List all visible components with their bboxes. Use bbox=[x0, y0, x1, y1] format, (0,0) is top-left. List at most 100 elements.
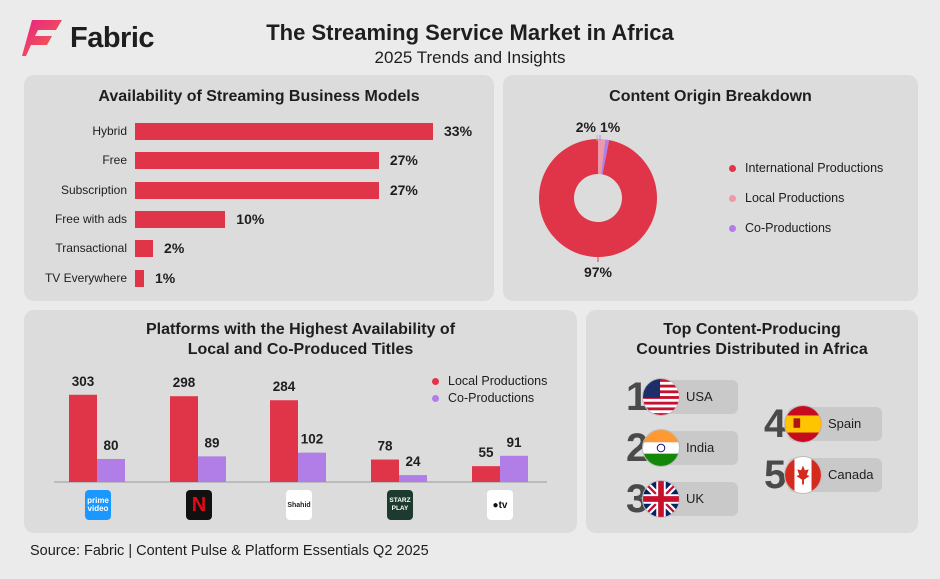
prime-video-logo-text: prime bbox=[87, 496, 109, 505]
bar-value-label: 284 bbox=[273, 379, 296, 394]
country-name: UK bbox=[686, 491, 705, 506]
bar bbox=[97, 458, 125, 482]
countries-panel: Top Content-Producing Countries Distribu… bbox=[586, 310, 918, 533]
apple-icon: ● bbox=[492, 499, 499, 511]
donut-value-label: 2% bbox=[576, 119, 597, 135]
bar-value-label: 2% bbox=[164, 240, 185, 257]
bar-label: Subscription bbox=[60, 182, 127, 197]
platforms-title-line2: Local and Co-Produced Titles bbox=[187, 341, 414, 358]
fabric-logo-icon bbox=[22, 20, 62, 56]
bar bbox=[135, 240, 154, 258]
bar bbox=[135, 269, 145, 287]
bar bbox=[170, 396, 198, 482]
legend-item: Co-Productions bbox=[432, 391, 534, 405]
canada-flag-icon bbox=[784, 456, 822, 494]
bar bbox=[472, 466, 500, 482]
country-rank: 3 bbox=[626, 477, 649, 521]
country-item-uk: 3 UK bbox=[626, 477, 738, 521]
shahid-logo-text: Shahid bbox=[287, 501, 311, 509]
country-item-canada: 5 Canada bbox=[764, 453, 882, 497]
uk-flag-icon bbox=[642, 480, 680, 518]
country-rank: 5 bbox=[764, 453, 787, 497]
legend-item: Co-Productions bbox=[729, 221, 831, 235]
bar-value-label: 102 bbox=[301, 432, 324, 447]
bar-label: Free with ads bbox=[54, 211, 127, 226]
bar-value-label: 1% bbox=[155, 269, 176, 286]
brand-name: Fabric bbox=[70, 21, 155, 54]
business-models-panel: Availability of Streaming Business Model… bbox=[24, 75, 494, 301]
bar-value-label: 24 bbox=[405, 454, 421, 469]
legend-dot-icon bbox=[729, 224, 736, 232]
legend-label: Local Productions bbox=[448, 374, 548, 388]
starzplay-logo-text-2: PLAY bbox=[391, 505, 409, 512]
bar-label: Hybrid bbox=[92, 124, 127, 138]
legend-label: Co-Productions bbox=[745, 221, 832, 235]
country-item-spain: 4 Spain bbox=[764, 402, 882, 446]
legend-item: Local Productions bbox=[729, 191, 844, 205]
legend-dot-icon bbox=[432, 394, 439, 402]
content-origin-title: Content Origin Breakdown bbox=[609, 88, 812, 105]
country-rank: 4 bbox=[764, 402, 787, 446]
country-rank: 1 bbox=[626, 375, 649, 419]
bar-label: TV Everywhere bbox=[44, 270, 127, 285]
starzplay-logo: STARZ PLAY bbox=[387, 490, 413, 520]
bar-value-label: 303 bbox=[72, 374, 95, 389]
page-subtitle: 2025 Trends and Insights bbox=[374, 48, 566, 67]
bar-label: Free bbox=[102, 153, 127, 168]
bar-value-label: 91 bbox=[506, 435, 522, 450]
bar bbox=[298, 452, 326, 482]
bar-value-label: 80 bbox=[103, 438, 118, 453]
bar bbox=[371, 459, 399, 482]
bar-value-label: 55 bbox=[478, 445, 494, 460]
bar bbox=[135, 152, 379, 170]
bar bbox=[198, 456, 226, 482]
countries-title-line1: Top Content-Producing bbox=[663, 321, 841, 338]
bar bbox=[135, 123, 433, 140]
content-origin-panel: Content Origin Breakdown 97% 2% 1% Interna… bbox=[503, 75, 918, 301]
bar bbox=[69, 394, 97, 482]
source-note: Source: Fabric | Content Pulse & Platfor… bbox=[30, 543, 429, 559]
bar-value-label: 298 bbox=[173, 375, 196, 390]
bar bbox=[135, 181, 379, 199]
appletv-logo-text: tv bbox=[498, 499, 508, 511]
donut-value-label: 1% bbox=[600, 119, 621, 135]
starzplay-logo-text: STARZ bbox=[389, 497, 411, 504]
legend-dot-icon bbox=[729, 164, 736, 172]
bar-value-label: 27% bbox=[389, 152, 418, 169]
country-item-india: 2 India bbox=[626, 426, 738, 470]
bar bbox=[270, 400, 298, 482]
netflix-logo-text: N bbox=[191, 493, 207, 516]
country-name: Canada bbox=[828, 467, 874, 482]
donut-slice bbox=[598, 139, 606, 175]
country-name: Spain bbox=[828, 416, 862, 431]
platforms-bar-chart: 303 80 298 89 284 102 78 24 55 91 bbox=[54, 374, 547, 483]
bar bbox=[399, 475, 427, 482]
bar bbox=[500, 455, 528, 482]
content-origin-donut: 97% 2% 1% bbox=[539, 119, 657, 280]
bar bbox=[135, 210, 226, 228]
prime-video-logo-text-2: video bbox=[87, 504, 109, 513]
legend-dot-icon bbox=[432, 377, 439, 385]
platforms-title-line1: Platforms with the Highest Availability … bbox=[145, 321, 456, 338]
page-title: The Streaming Service Market in Africa bbox=[266, 20, 674, 45]
legend-label: Co-Productions bbox=[448, 391, 535, 405]
spain-flag-icon bbox=[784, 405, 822, 443]
bar-value-label: 10% bbox=[236, 210, 265, 227]
legend-label: International Productions bbox=[745, 161, 884, 175]
donut-slice bbox=[601, 139, 610, 175]
bar-value-label: 27% bbox=[389, 181, 418, 198]
donut-slice bbox=[539, 139, 657, 257]
legend-item: Local Productions bbox=[432, 374, 547, 388]
appletv-logo: ● tv bbox=[487, 490, 513, 520]
country-name: India bbox=[686, 440, 715, 455]
legend-item: International Productions bbox=[729, 161, 883, 175]
business-models-title: Availability of Streaming Business Model… bbox=[98, 88, 420, 105]
bar-value-label: 89 bbox=[204, 435, 219, 450]
legend-dot-icon bbox=[729, 194, 736, 202]
donut-value-label: 97% bbox=[584, 264, 613, 280]
platforms-panel: Platforms with the Highest Availability … bbox=[24, 310, 577, 533]
bar-value-label: 78 bbox=[377, 439, 393, 454]
legend-label: Local Productions bbox=[745, 191, 845, 205]
netflix-logo: N bbox=[186, 490, 212, 520]
shahid-logo: Shahid bbox=[286, 490, 312, 520]
